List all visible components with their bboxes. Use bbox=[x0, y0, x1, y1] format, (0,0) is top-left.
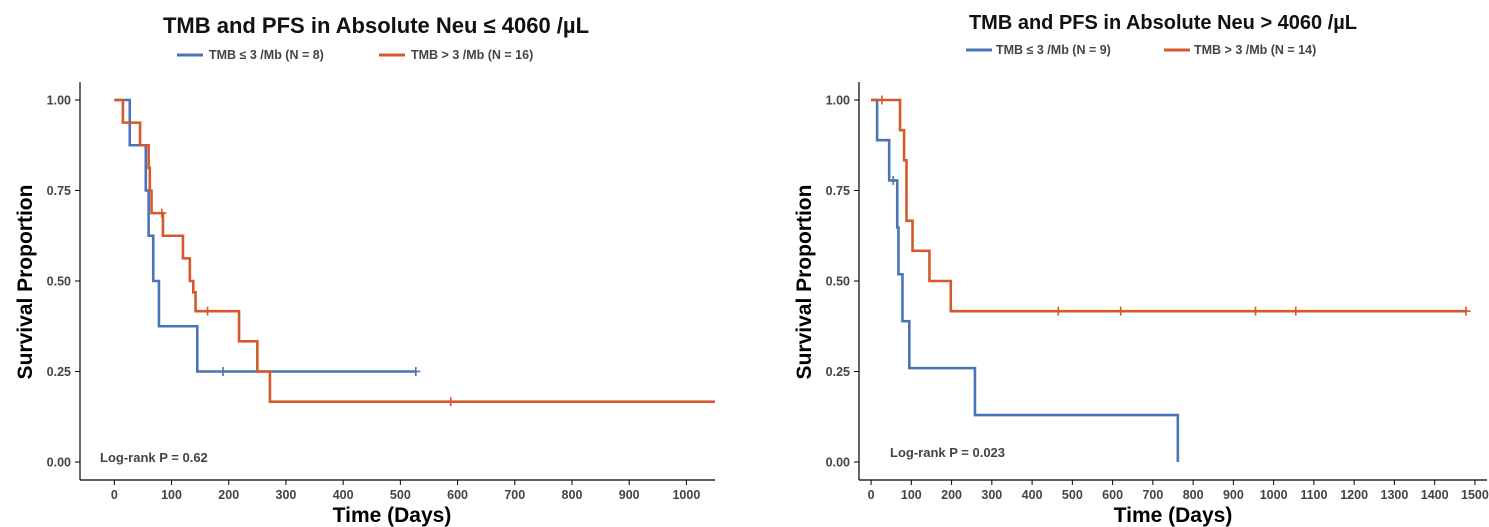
legend-label-right-series-1: TMB ≤ 3 /Mb (N = 9) bbox=[996, 43, 1111, 57]
x-tick-label-left-200: 200 bbox=[218, 488, 239, 502]
censor-mark-right-series-2-1 bbox=[877, 95, 887, 105]
x-tick-label-right-1400: 1400 bbox=[1421, 488, 1449, 502]
x-tick-label-left-300: 300 bbox=[276, 488, 297, 502]
censor-mark-right-series-1-1 bbox=[888, 175, 898, 185]
x-tick-label-left-1000: 1000 bbox=[672, 488, 700, 502]
logrank-annotation-left: Log-rank P = 0.62 bbox=[100, 450, 208, 465]
survival-curve-right-series-1 bbox=[871, 98, 1180, 462]
chart-left: TMB and PFS in Absolute Neu ≤ 4060 /µL T… bbox=[14, 13, 715, 527]
series-group-right bbox=[871, 95, 1471, 462]
x-tick-label-left-500: 500 bbox=[390, 488, 411, 502]
logrank-annotation-right: Log-rank P = 0.023 bbox=[890, 445, 1005, 460]
y-tick-label-right-1: 0.25 bbox=[826, 365, 850, 379]
chart-title-left: TMB and PFS in Absolute Neu ≤ 4060 /µL bbox=[163, 13, 589, 38]
x-axis-label-left: Time (Days) bbox=[333, 504, 452, 527]
x-tick-label-left-100: 100 bbox=[161, 488, 182, 502]
x-tick-label-right-1000: 1000 bbox=[1260, 488, 1288, 502]
legend-label-left-series-2: TMB > 3 /Mb (N = 16) bbox=[411, 48, 533, 62]
x-tick-label-right-300: 300 bbox=[981, 488, 1002, 502]
x-tick-label-left-400: 400 bbox=[333, 488, 354, 502]
y-tick-label-left-4: 1.00 bbox=[47, 94, 71, 108]
y-tick-label-left-2: 0.50 bbox=[47, 275, 71, 289]
y-tick-label-left-3: 0.75 bbox=[47, 184, 71, 198]
censor-mark-left-series-1-2 bbox=[411, 367, 421, 376]
legend-label-left-series-1: TMB ≤ 3 /Mb (N = 8) bbox=[209, 48, 324, 62]
survival-curve-left-series-1 bbox=[114, 98, 416, 373]
censor-mark-left-series-2-3 bbox=[446, 397, 456, 407]
x-ticks-left: 0 100 200 300 400 500 600 700 800 900 1000 bbox=[111, 480, 700, 502]
x-tick-label-right-400: 400 bbox=[1022, 488, 1043, 502]
x-tick-label-left-900: 900 bbox=[619, 488, 640, 502]
legend-left: TMB ≤ 3 /Mb (N = 8) TMB > 3 /Mb (N = 16) bbox=[177, 48, 533, 62]
x-tick-label-right-100: 100 bbox=[901, 488, 922, 502]
x-tick-label-left-700: 700 bbox=[504, 488, 525, 502]
x-tick-label-left-600: 600 bbox=[447, 488, 468, 502]
y-tick-label-right-0: 0.00 bbox=[826, 456, 850, 470]
x-tick-label-right-1500: 1500 bbox=[1461, 488, 1489, 502]
legend-right: TMB ≤ 3 /Mb (N = 9) TMB > 3 /Mb (N = 14) bbox=[966, 43, 1316, 57]
x-tick-label-right-1300: 1300 bbox=[1381, 488, 1409, 502]
x-tick-label-right-800: 800 bbox=[1183, 488, 1204, 502]
survival-curve-left-series-2 bbox=[114, 98, 715, 403]
censor-mark-right-series-2-2 bbox=[1053, 306, 1063, 316]
y-axis-label-left: Survival Proportion bbox=[14, 185, 37, 380]
y-tick-label-right-3: 0.75 bbox=[826, 184, 850, 198]
x-tick-label-right-500: 500 bbox=[1062, 488, 1083, 502]
x-axis-label-right: Time (Days) bbox=[1114, 504, 1233, 527]
y-tick-label-right-2: 0.50 bbox=[826, 275, 850, 289]
y-tick-label-left-0: 0.00 bbox=[47, 456, 71, 470]
y-axis-label-right: Survival Proportion bbox=[793, 185, 816, 380]
x-tick-label-right-700: 700 bbox=[1142, 488, 1163, 502]
x-tick-label-left-0: 0 bbox=[111, 488, 118, 502]
series-group-left bbox=[114, 98, 715, 407]
y-ticks-left: 0.00 0.25 0.50 0.75 1.00 bbox=[47, 94, 80, 470]
x-tick-label-right-1200: 1200 bbox=[1340, 488, 1368, 502]
x-tick-label-right-1100: 1100 bbox=[1300, 488, 1327, 502]
censor-mark-right-series-2-5 bbox=[1291, 306, 1301, 316]
censor-mark-right-series-2-6 bbox=[1461, 306, 1471, 316]
x-tick-label-right-200: 200 bbox=[941, 488, 962, 502]
y-tick-label-left-1: 0.25 bbox=[47, 365, 71, 379]
chart-right: TMB and PFS in Absolute Neu > 4060 /µL T… bbox=[793, 12, 1489, 527]
x-tick-label-right-900: 900 bbox=[1223, 488, 1244, 502]
x-tick-label-right-0: 0 bbox=[868, 488, 875, 502]
y-ticks-right: 0.00 0.25 0.50 0.75 1.00 bbox=[826, 94, 859, 470]
censor-mark-right-series-2-4 bbox=[1251, 306, 1261, 316]
censor-mark-right-series-2-3 bbox=[1116, 306, 1126, 316]
y-tick-label-right-4: 1.00 bbox=[826, 94, 850, 108]
x-tick-label-left-800: 800 bbox=[562, 488, 583, 502]
x-ticks-right: 0 100 200 300 400 500 600 700 800 900 1000 1100 1200… bbox=[868, 480, 1489, 502]
survival-curve-right-series-2 bbox=[871, 98, 1467, 313]
chart-title-right: TMB and PFS in Absolute Neu > 4060 /µL bbox=[969, 12, 1357, 34]
legend-label-right-series-2: TMB > 3 /Mb (N = 14) bbox=[1194, 43, 1316, 57]
x-tick-label-right-600: 600 bbox=[1102, 488, 1123, 502]
censor-mark-left-series-1-1 bbox=[218, 367, 228, 376]
censor-mark-left-series-2-1 bbox=[157, 208, 167, 218]
censor-mark-left-series-2-2 bbox=[203, 306, 213, 316]
